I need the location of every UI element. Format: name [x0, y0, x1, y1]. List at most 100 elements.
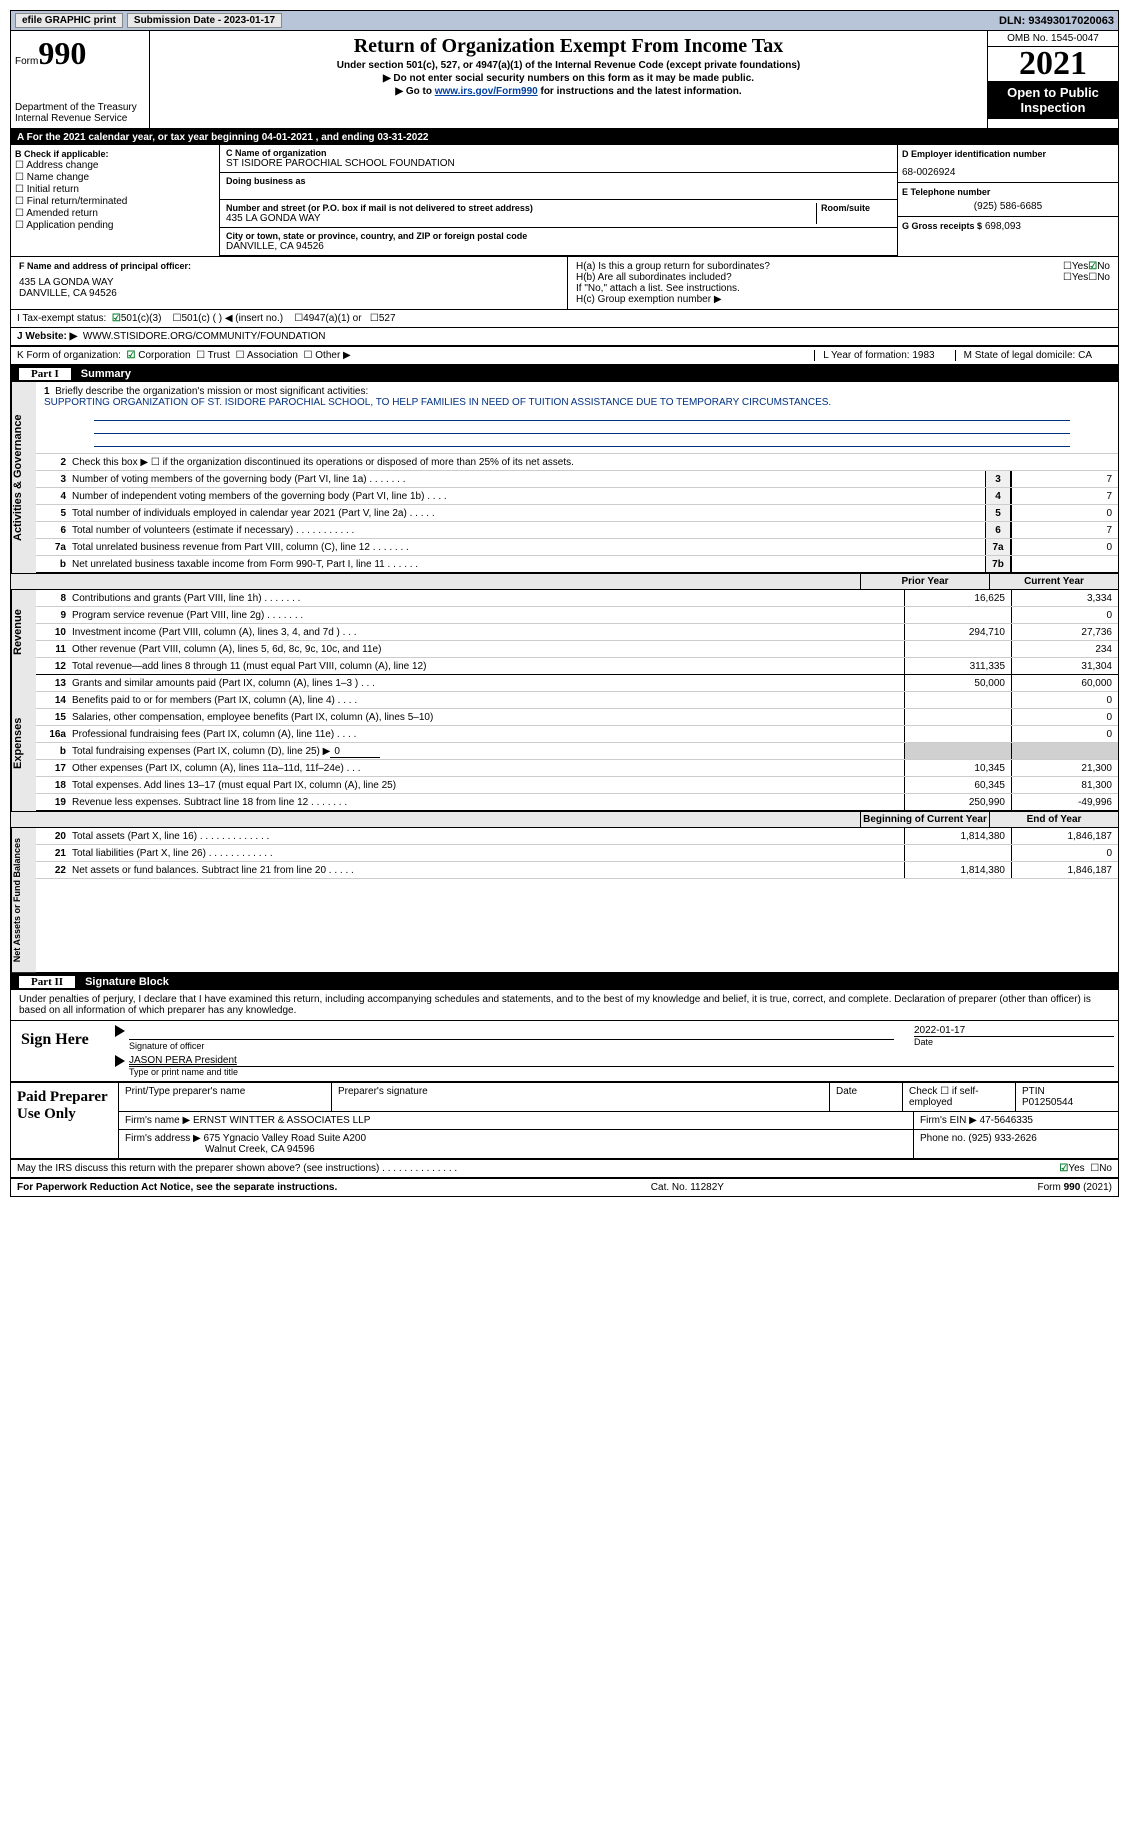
val-4: 7: [1011, 488, 1118, 504]
chk-pending[interactable]: ☐ Application pending: [15, 220, 215, 231]
val-6: 7: [1011, 522, 1118, 538]
year-banner: A For the 2021 calendar year, or tax yea…: [11, 130, 1118, 145]
val-7b: [1011, 556, 1118, 572]
side-netassets: Net Assets or Fund Balances: [11, 828, 36, 972]
line-13: Grants and similar amounts paid (Part IX…: [72, 677, 904, 690]
cy-15: 0: [1011, 709, 1118, 725]
declaration: Under penalties of perjury, I declare th…: [11, 990, 1118, 1021]
val-7a: 0: [1011, 539, 1118, 555]
line-5: Total number of individuals employed in …: [72, 507, 985, 520]
j-label: J Website: ▶: [17, 331, 77, 342]
sig-officer-line: Signature of officer: [129, 1039, 894, 1051]
topbar: efile GRAPHIC print Submission Date - 20…: [11, 11, 1118, 31]
eoy-20: 1,846,187: [1011, 828, 1118, 844]
py-17: 10,345: [904, 760, 1011, 776]
bcy-21: [904, 845, 1011, 861]
line-21: Total liabilities (Part X, line 26) . . …: [72, 847, 904, 860]
city-addr: DANVILLE, CA 94526: [226, 241, 891, 252]
irs-link[interactable]: www.irs.gov/Form990: [435, 86, 538, 97]
phone: (925) 586-6685: [902, 201, 1114, 212]
ptin: P01250544: [1022, 1097, 1112, 1108]
chk-501c3: ☑: [112, 313, 121, 324]
cy-9: 0: [1011, 607, 1118, 623]
ha-yes[interactable]: ☐Yes: [1063, 261, 1088, 272]
cy-12: 31,304: [1011, 658, 1118, 674]
efile-btn[interactable]: efile GRAPHIC print: [15, 13, 123, 28]
side-activities: Activities & Governance: [11, 382, 36, 573]
line-18: Total expenses. Add lines 13–17 (must eq…: [72, 779, 904, 792]
chk-name[interactable]: ☐ Name change: [15, 172, 215, 183]
form-number: 990: [38, 35, 86, 71]
cy-8: 3,334: [1011, 590, 1118, 606]
line-7a: Total unrelated business revenue from Pa…: [72, 541, 985, 554]
dln: DLN: 93493017020063: [999, 15, 1114, 27]
val-3: 7: [1011, 471, 1118, 487]
line-1: 1 Briefly describe the organization's mi…: [36, 382, 1118, 454]
row-i: I Tax-exempt status: ☑ 501(c)(3) ☐ 501(c…: [11, 310, 1118, 328]
b-label: B Check if applicable:: [15, 149, 215, 159]
ha-no: No: [1097, 261, 1110, 272]
line-14: Benefits paid to or for members (Part IX…: [72, 694, 904, 707]
room-label: Room/suite: [821, 203, 891, 213]
line-19: Revenue less expenses. Subtract line 18 …: [72, 796, 904, 809]
signer-name: JASON PERA President: [129, 1055, 1114, 1066]
line-8: Contributions and grants (Part VIII, lin…: [72, 592, 904, 605]
row-j: J Website: ▶ WWW.STISIDORE.ORG/COMMUNITY…: [11, 328, 1118, 347]
arrow-icon: [115, 1025, 125, 1037]
balance-header: Beginning of Current YearEnd of Year: [11, 811, 1118, 828]
k-label: K Form of organization:: [17, 350, 121, 361]
line-10: Investment income (Part VIII, column (A)…: [72, 626, 904, 639]
py-12: 311,335: [904, 658, 1011, 674]
pt-sig-col: Preparer's signature: [332, 1083, 830, 1111]
line-3: Number of voting members of the governin…: [72, 473, 985, 486]
sign-here-block: Sign Here Signature of officer 2022-01-1…: [11, 1021, 1118, 1083]
sign-here-label: Sign Here: [11, 1021, 111, 1081]
l-year: L Year of formation: 1983: [814, 350, 954, 361]
py-11: [904, 641, 1011, 657]
py-16a: [904, 726, 1011, 742]
side-expenses: Expenses: [11, 675, 36, 811]
i-label: I Tax-exempt status:: [17, 313, 106, 324]
hb-yes[interactable]: ☐Yes: [1063, 272, 1088, 283]
ein: 68-0026924: [902, 167, 1114, 178]
year-header: Prior YearCurrent Year: [11, 573, 1118, 590]
ha-no-check: ☑: [1088, 261, 1097, 272]
website: WWW.STISIDORE.ORG/COMMUNITY/FOUNDATION: [83, 331, 326, 342]
row-k: K Form of organization: ☑ Corporation ☐ …: [11, 347, 1118, 366]
line-20: Total assets (Part X, line 16) . . . . .…: [72, 830, 904, 843]
cat-no: Cat. No. 11282Y: [651, 1182, 724, 1193]
py-15: [904, 709, 1011, 725]
line-2: Check this box ▶ ☐ if the organization d…: [72, 456, 1118, 469]
discuss-row: May the IRS discuss this return with the…: [11, 1160, 1118, 1179]
paid-preparer-label: Paid Preparer Use Only: [11, 1083, 118, 1158]
phone-label: E Telephone number: [902, 187, 1114, 197]
line-15: Salaries, other compensation, employee b…: [72, 711, 904, 724]
py-10: 294,710: [904, 624, 1011, 640]
line-22: Net assets or fund balances. Subtract li…: [72, 864, 904, 877]
chk-final[interactable]: ☐ Final return/terminated: [15, 196, 215, 207]
chk-initial[interactable]: ☐ Initial return: [15, 184, 215, 195]
discuss-yes-check: ☑: [1059, 1163, 1068, 1174]
chk-amended[interactable]: ☐ Amended return: [15, 208, 215, 219]
form-subtitle: Under section 501(c), 527, or 4947(a)(1)…: [154, 60, 983, 71]
part2-header: Part IISignature Block: [11, 974, 1118, 990]
hb-no[interactable]: ☐No: [1088, 272, 1110, 283]
firm-addr: 675 Ygnacio Valley Road Suite A200: [204, 1133, 367, 1144]
cy-10: 27,736: [1011, 624, 1118, 640]
page-footer: For Paperwork Reduction Act Notice, see …: [11, 1179, 1118, 1196]
line-9: Program service revenue (Part VIII, line…: [72, 609, 904, 622]
cy-17: 21,300: [1011, 760, 1118, 776]
c-name-label: C Name of organization: [226, 148, 891, 158]
form-title: Return of Organization Exempt From Incom…: [154, 35, 983, 58]
firm-addr2: Walnut Creek, CA 94596: [205, 1144, 315, 1155]
city-label: City or town, state or province, country…: [226, 231, 891, 241]
submission-btn[interactable]: Submission Date - 2023-01-17: [127, 13, 282, 28]
firm-ein: 47-5646335: [980, 1115, 1033, 1126]
section-f-h: F Name and address of principal officer:…: [11, 257, 1118, 310]
note-ssn: ▶ Do not enter social security numbers o…: [154, 73, 983, 84]
pt-name-col: Print/Type preparer's name: [119, 1083, 332, 1111]
gross-label: G Gross receipts $: [902, 221, 982, 231]
tax-year: 2021: [988, 47, 1118, 81]
chk-address[interactable]: ☐ Address change: [15, 160, 215, 171]
org-name: ST ISIDORE PAROCHIAL SCHOOL FOUNDATION: [226, 158, 891, 169]
